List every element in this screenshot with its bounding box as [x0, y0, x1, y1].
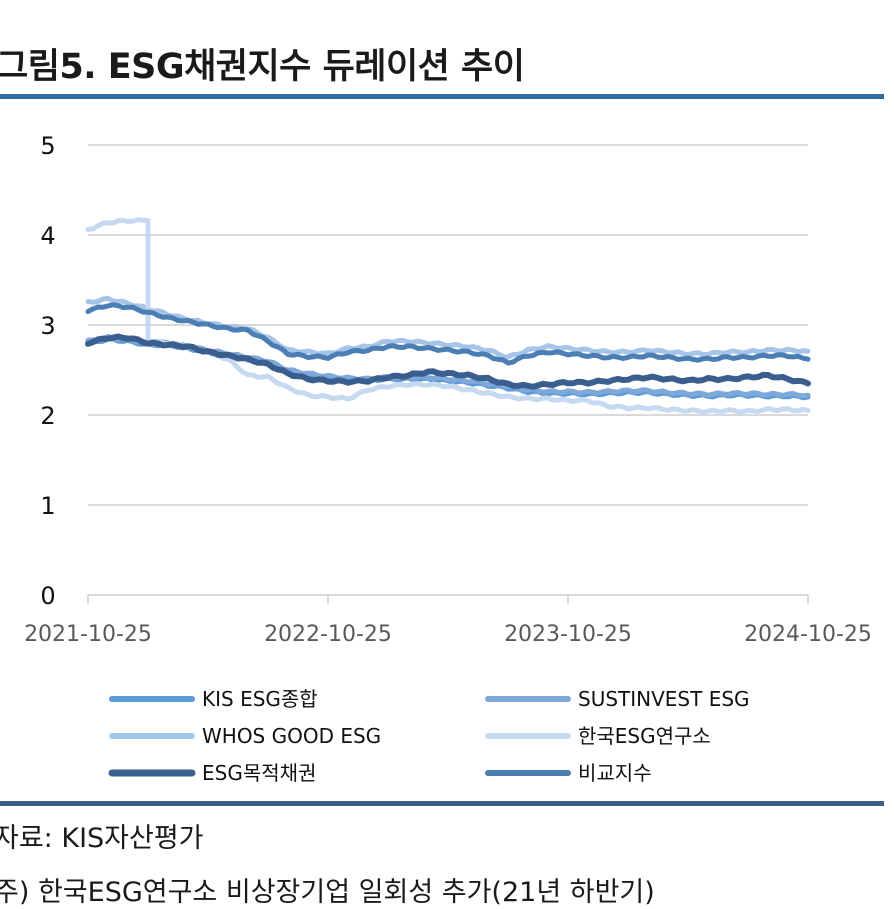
series-lines [85, 217, 811, 415]
legend-label-4: ESG목적채권 [202, 761, 316, 785]
legend-label-3: 한국ESG연구소 [578, 724, 711, 748]
y-tick-label: 3 [40, 312, 55, 340]
x-axis: 2021-10-25 2022-10-25 2023-10-25 2024-10-25 [24, 594, 872, 647]
title-underline [0, 94, 884, 99]
y-tick-label: 1 [40, 492, 55, 520]
y-tick-label: 4 [40, 222, 55, 250]
legend-label-2: WHOS GOOD ESG [202, 724, 381, 748]
source-note: 자료: KIS자산평가 [0, 823, 204, 854]
x-tick-label: 2024-10-25 [744, 622, 872, 647]
legend-label-0: KIS ESG종합 [202, 687, 318, 711]
page-title: 그림5. ESG채권지수 듀레이션 추이 [0, 47, 525, 87]
x-tick-label: 2022-10-25 [264, 622, 392, 647]
chart-legend: KIS ESG종합 SUSTINVEST ESG WHOS GOOD ESG 한국ES… [108, 687, 750, 785]
y-tick-label: 2 [40, 402, 55, 430]
footer-divider [0, 801, 884, 806]
legend-label-5: 비교지수 [578, 761, 652, 785]
footnote: 주) 한국ESG연구소 비상장기업 일회성 추가(21년 하반기) [0, 877, 655, 908]
y-axis-ticks: 0 1 2 3 4 5 [40, 132, 55, 610]
legend-label-1: SUSTINVEST ESG [578, 687, 750, 711]
y-tick-label: 5 [40, 132, 55, 160]
series-line-4 [85, 333, 811, 390]
x-tick-label: 2021-10-25 [24, 622, 152, 647]
y-tick-label: 0 [40, 582, 55, 610]
x-tick-label: 2023-10-25 [504, 622, 632, 647]
series-line-5 [85, 302, 811, 366]
